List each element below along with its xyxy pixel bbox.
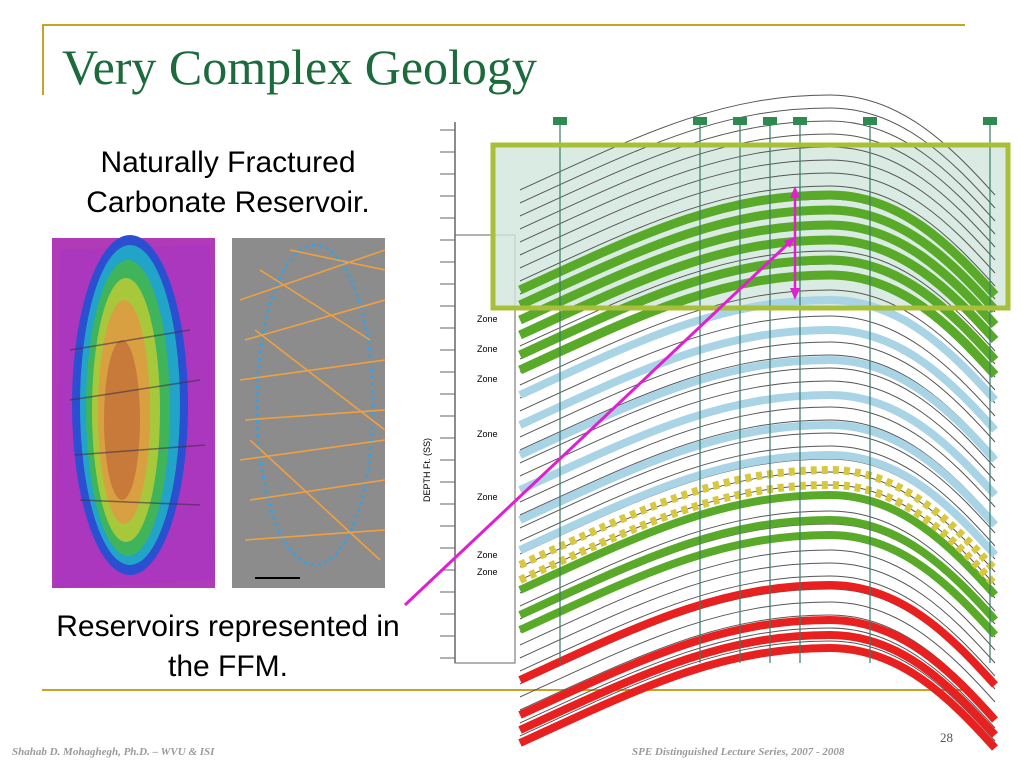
cross-section-overlay: DEPTH Ft. (SS) (403, 142, 1011, 607)
page-number: 28 (940, 730, 953, 745)
blue-layer (518, 355, 998, 463)
green-layer (518, 220, 999, 329)
blue-layer (518, 420, 998, 528)
zone-label: Zone (477, 429, 498, 439)
well-symbol (553, 117, 567, 125)
zone-label: Zone (477, 492, 498, 502)
reservoir-map (52, 235, 215, 588)
well-symbol (763, 117, 777, 125)
hatched-layer (518, 465, 998, 573)
green-layer (518, 190, 999, 299)
caption-line: the FFM. (167, 650, 288, 683)
footer-left: Shahab D. Mohaghegh, Ph.D. – WVU & ISI (12, 746, 215, 758)
horizon (519, 575, 996, 677)
green-layer (518, 270, 999, 379)
horizon (519, 107, 996, 209)
caption-top: Naturally Fractured Carbonate Reservoir. (28, 143, 428, 223)
caption-bottom: Reservoirs represented in the FFM. (28, 607, 428, 687)
horizon (519, 406, 996, 508)
horizon (519, 185, 996, 287)
green-layer (518, 235, 999, 344)
horizon (519, 562, 996, 664)
horizon (519, 367, 996, 469)
green-layer (518, 490, 998, 598)
well-symbol (983, 117, 997, 125)
well-symbol (793, 117, 807, 125)
blue-layer (518, 390, 998, 498)
blue-layer (518, 295, 998, 403)
horizon (519, 159, 996, 261)
zone-label: Zone (477, 550, 498, 560)
horizon (519, 133, 996, 235)
red-layer (518, 615, 998, 723)
cross-section: Zone Zone Zone Zone Zone Zone Zone (437, 94, 1008, 751)
well-symbol (733, 117, 747, 125)
green-layer (518, 515, 998, 623)
well-symbol (863, 117, 877, 125)
horizon (519, 289, 996, 391)
horizon (519, 315, 996, 417)
zone-label: Zone (477, 374, 498, 384)
red-layer (518, 630, 998, 738)
red-layer (518, 643, 998, 751)
blue-layer (518, 450, 998, 558)
horizon (519, 120, 996, 222)
horizon (519, 172, 996, 274)
slide-title: Very Complex Geology (62, 39, 537, 95)
red-layer (518, 580, 998, 688)
horizon (519, 549, 996, 651)
caption-line: Carbonate Reservoir. (86, 186, 370, 219)
fracture-map (232, 238, 386, 588)
horizon (519, 432, 996, 534)
zone-label: Zone (477, 314, 498, 324)
horizon (519, 341, 996, 443)
green-layer (518, 205, 999, 314)
zone-label: Zone (477, 344, 498, 354)
horizon (519, 380, 996, 482)
green-layer (518, 530, 998, 638)
zone-label: Zone (477, 567, 498, 577)
horizon (519, 640, 996, 742)
hatched-layer (518, 480, 998, 588)
caption-line: Reservoirs represented in (56, 610, 400, 643)
footer-right: SPE Distinguished Lecture Series, 2007 -… (632, 746, 845, 758)
horizon (519, 445, 996, 547)
caption-line: Naturally Fractured (100, 146, 356, 179)
well-symbol (693, 117, 707, 125)
horizon (519, 627, 996, 729)
horizon (519, 250, 996, 352)
blue-layer (518, 325, 998, 433)
horizon (519, 510, 996, 612)
horizon (519, 601, 996, 703)
depth-label: DEPTH Ft. (SS) (422, 438, 432, 502)
